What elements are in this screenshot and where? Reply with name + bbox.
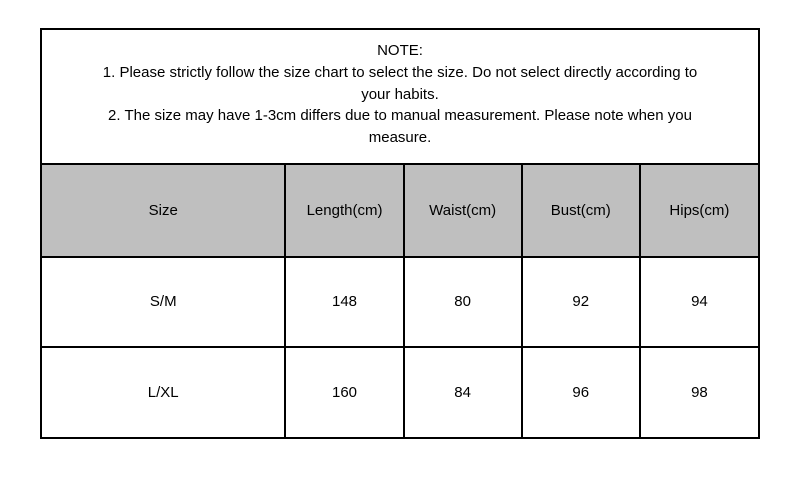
col-header-bust: Bust(cm)	[522, 165, 640, 257]
cell-length: 160	[285, 347, 403, 437]
table-header-row: Size Length(cm) Waist(cm) Bust(cm) Hips(…	[42, 165, 758, 257]
cell-size: S/M	[42, 257, 285, 347]
cell-size: L/XL	[42, 347, 285, 437]
cell-waist: 84	[404, 347, 522, 437]
col-header-length: Length(cm)	[285, 165, 403, 257]
col-header-hips: Hips(cm)	[640, 165, 758, 257]
cell-length: 148	[285, 257, 403, 347]
col-header-size: Size	[42, 165, 285, 257]
table-row: L/XL 160 84 96 98	[42, 347, 758, 437]
size-table: Size Length(cm) Waist(cm) Bust(cm) Hips(…	[42, 165, 758, 437]
cell-bust: 92	[522, 257, 640, 347]
note-line-1a: 1. Please strictly follow the size chart…	[56, 62, 744, 84]
size-chart-frame: NOTE: 1. Please strictly follow the size…	[40, 28, 760, 439]
col-header-waist: Waist(cm)	[404, 165, 522, 257]
cell-waist: 80	[404, 257, 522, 347]
note-section: NOTE: 1. Please strictly follow the size…	[42, 30, 758, 165]
cell-bust: 96	[522, 347, 640, 437]
note-line-1b: your habits.	[56, 84, 744, 106]
note-line-2a: 2. The size may have 1-3cm differs due t…	[56, 105, 744, 127]
cell-hips: 98	[640, 347, 758, 437]
cell-hips: 94	[640, 257, 758, 347]
note-line-2b: measure.	[56, 127, 744, 149]
note-title: NOTE:	[56, 40, 744, 62]
table-row: S/M 148 80 92 94	[42, 257, 758, 347]
